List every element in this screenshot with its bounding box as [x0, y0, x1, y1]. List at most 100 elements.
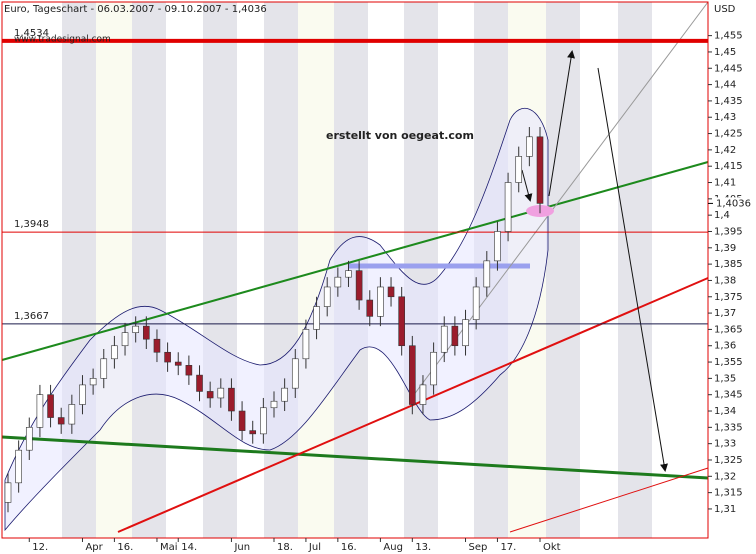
candle-body: [536, 136, 544, 204]
candle-body: [121, 332, 129, 347]
trend-line: [409, 1, 709, 401]
candle-body: [100, 358, 108, 379]
y-tick-label: 1,445: [714, 63, 743, 74]
candle-body: [153, 338, 161, 353]
candle-body: [302, 329, 310, 360]
candle-body: [196, 374, 203, 392]
candle-body: [451, 325, 459, 347]
stripe: [132, 2, 166, 538]
candle-body: [494, 231, 501, 262]
candle-body: [313, 306, 320, 330]
last-price-label: 1,4036: [716, 198, 751, 209]
candle-body: [249, 430, 257, 435]
y-tick-label: 1,37: [714, 308, 736, 319]
trend-line: [117, 277, 709, 533]
y-tick-label: 1,425: [714, 129, 743, 140]
arrow: [548, 50, 576, 197]
y-tick-label: 1,41: [714, 178, 736, 189]
y-tick-label: 1,38: [714, 275, 736, 286]
x-tick-label: 14.: [181, 542, 197, 553]
stripe: [404, 2, 438, 538]
x-tick-label: 16.: [341, 542, 357, 553]
chart-title: Euro, Tageschart - 06.03.2007 - 09.10.20…: [4, 4, 267, 15]
y-tick-label: 1,335: [714, 422, 743, 433]
y-tick-label: 1,31: [714, 504, 736, 515]
candle-body: [174, 361, 182, 366]
candle-body: [345, 270, 352, 278]
candle-body: [238, 410, 246, 431]
x-tick-label: 13.: [415, 542, 431, 553]
candle-body: [398, 296, 405, 347]
candle-body: [430, 351, 437, 386]
candle-body: [409, 345, 416, 405]
candle-body: [57, 417, 65, 425]
candle-body: [25, 427, 33, 451]
y-tick-label: 1,435: [714, 96, 743, 107]
y-tick-label: 1,36: [714, 341, 736, 352]
candle-body: [377, 286, 384, 317]
y-tick-label: 1,43: [714, 112, 736, 123]
level-label: 1,4534: [14, 28, 49, 39]
y-unit: USD: [714, 4, 736, 15]
x-tick-label: Apr: [85, 542, 103, 553]
candle-body: [291, 358, 299, 389]
x-tick-label: 16.: [117, 542, 133, 553]
candle-body: [47, 394, 54, 418]
candle-body: [387, 286, 395, 298]
trend-line: [1, 435, 709, 480]
candle-body: [366, 299, 374, 317]
candle-body: [483, 260, 491, 288]
y-tick-label: 1,455: [714, 31, 743, 42]
candle-body: [228, 387, 235, 412]
candle-body: [111, 345, 118, 360]
candle-body: [515, 156, 523, 183]
y-tick-label: 1,415: [714, 161, 743, 172]
candle-body: [419, 384, 427, 405]
y-tick-label: 1,45: [714, 47, 736, 58]
last-price-box: [713, 197, 755, 210]
trend-line: [509, 467, 709, 533]
arrow: [521, 169, 533, 202]
y-tick-label: 1,355: [714, 357, 743, 368]
x-tick-label: Sep: [469, 542, 488, 553]
stripe: [203, 2, 237, 538]
candle-body: [355, 270, 363, 301]
trend-line: [1, 161, 709, 361]
candle-body: [462, 319, 469, 347]
x-tick-label: 18.: [277, 542, 293, 553]
y-tick-label: 1,32: [714, 471, 736, 482]
candle-body: [323, 286, 331, 307]
stripe: [96, 2, 132, 538]
candle-body: [526, 136, 533, 157]
candle-body: [440, 325, 448, 353]
y-tick-label: 1,315: [714, 488, 743, 499]
candle-body: [185, 365, 193, 376]
bollinger-band: [4, 108, 549, 532]
candle-body: [164, 351, 171, 363]
candle-body: [79, 384, 86, 405]
candle-body: [68, 404, 76, 425]
x-tick-label: 12.: [32, 542, 48, 553]
plot-border: [1, 1, 709, 539]
candle-body: [504, 182, 512, 232]
stripe: [546, 2, 580, 538]
y-tick-label: 1,33: [714, 439, 736, 450]
y-tick-label: 1,345: [714, 390, 743, 401]
candle-body: [132, 325, 139, 333]
y-tick-label: 1,4: [714, 210, 730, 221]
candle-body: [270, 400, 278, 409]
y-tick-label: 1,44: [714, 80, 736, 91]
y-tick-label: 1,325: [714, 455, 743, 466]
stripe: [618, 2, 652, 538]
candle-body: [334, 276, 342, 288]
y-tick-label: 1,375: [714, 292, 743, 303]
y-tick-label: 1,395: [714, 226, 743, 237]
x-tick-label: Mai: [160, 542, 178, 553]
y-tick-label: 1,365: [714, 324, 743, 335]
y-tick-label: 1,35: [714, 373, 736, 384]
candle-body: [281, 387, 288, 402]
y-tick-label: 1,42: [714, 145, 736, 156]
x-tick-label: 17.: [500, 542, 516, 553]
